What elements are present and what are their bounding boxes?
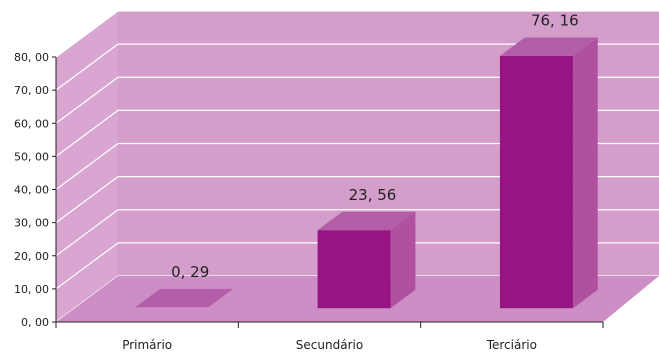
bar-top-2: [499, 37, 598, 56]
x-tick-label-1: Secundário: [296, 338, 363, 352]
bar-top-0: [135, 288, 234, 308]
bar-side-1: [390, 211, 416, 309]
bar-1: [317, 211, 416, 309]
x-tick-label-2: Terciário: [486, 338, 537, 352]
bar-2: [499, 37, 598, 309]
y-tick-label-1: 10, 00: [14, 283, 49, 296]
gridline-side-8: [55, 10, 119, 58]
y-tick-label-5: 50, 00: [14, 150, 49, 163]
data-label-0: 0, 29: [171, 263, 209, 281]
y-tick-label-8: 80, 00: [14, 51, 49, 64]
data-labels: 0, 29 23, 56 76, 16: [171, 12, 579, 281]
gridline-side-4: [55, 143, 119, 190]
x-tick-label-0: Primário: [122, 338, 172, 352]
data-label-2: 76, 16: [531, 12, 579, 30]
x-tick-labels: Primário Secundário Terciário: [122, 338, 537, 352]
gridline-side-5: [55, 109, 119, 157]
axes: [52, 56, 604, 328]
bar-front-1: [317, 230, 391, 309]
y-tick-label-0: 0, 00: [21, 316, 49, 329]
y-tick-label-6: 60, 00: [14, 117, 49, 130]
bar-0: [135, 288, 234, 308]
y-tick-label-2: 20, 00: [14, 250, 49, 263]
gridline-side-3: [55, 176, 119, 224]
data-label-1: 23, 56: [349, 186, 397, 204]
y-tick-label-3: 30, 00: [14, 217, 49, 230]
bar-top-1: [317, 211, 416, 231]
y-tick-label-4: 40, 00: [14, 184, 49, 197]
gridline-side-1: [55, 242, 119, 290]
gridline-side-7: [55, 43, 119, 91]
bar-front-2: [499, 55, 573, 309]
y-tick-label-7: 70, 00: [14, 84, 49, 97]
gridline-side-2: [55, 209, 119, 257]
y-tick-labels: 0, 00 10, 00 20, 00 30, 00 40, 00 50, 00 60, 0…: [14, 51, 49, 329]
bar-side-2: [572, 37, 598, 309]
bars: [135, 37, 598, 309]
gridline-side-6: [55, 76, 119, 124]
